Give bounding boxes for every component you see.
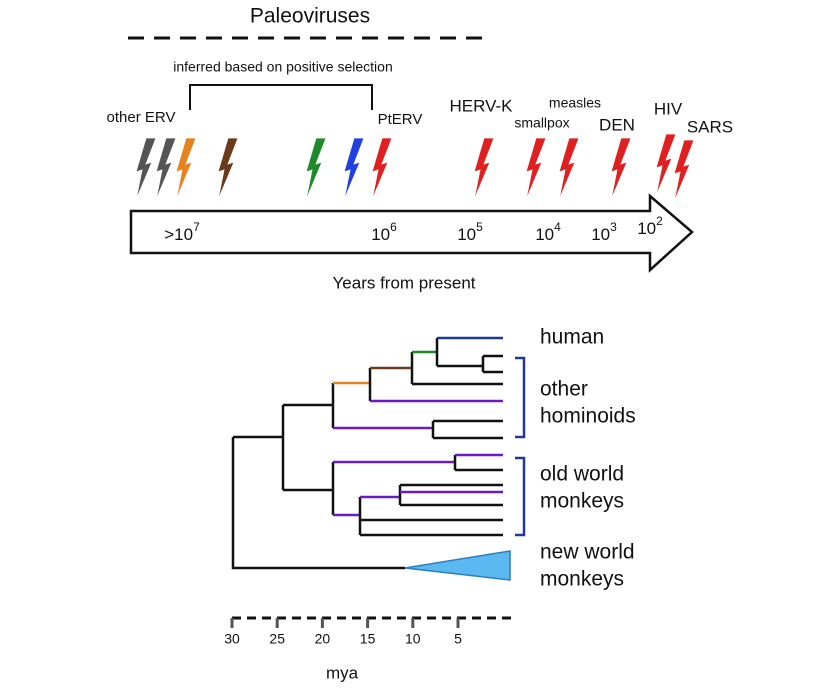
scale-tick-label: 5 [454,631,462,647]
bolt [610,137,632,201]
clade-label: monkeys [540,568,624,591]
bolt [371,137,393,201]
phylogeny [231,336,526,581]
scale-tick-label: 10 [405,631,421,647]
timeline-tick: >107 [164,220,200,244]
scale-tick-label: 30 [224,631,240,647]
virus-label: PtERV [378,111,423,128]
clade-label: other [540,378,588,401]
virus-label: SARS [687,117,733,136]
branch [283,462,335,515]
virus-label: other ERV [107,109,176,126]
timeline-arrow [129,193,694,273]
bolt [473,137,495,201]
bracket [189,84,373,110]
scale-tick-label: 25 [269,631,285,647]
clade-bracket [515,356,526,439]
branch [358,497,503,537]
branch [233,405,285,490]
scale-label: mya [326,663,359,682]
virus-label: measles [549,95,601,111]
clade-bracket [515,456,526,537]
branch [453,455,503,472]
clade-label: monkeys [540,490,624,513]
virus-label: HIV [654,99,683,118]
bolt [525,137,547,201]
scale: 30 25 20 15 10 5 [224,618,462,647]
timeline-tick: 105 [457,220,483,244]
collapsed-clade [404,550,511,581]
timeline-label: Years from present [333,273,476,292]
bolt [155,137,177,201]
bolt [343,137,365,201]
branch [410,352,503,386]
bolt [673,139,695,203]
branch [435,338,503,374]
bracket-label: inferred based on positive selection [173,59,392,75]
clade-label: hominoids [540,405,636,428]
branch [398,483,503,507]
bolt [305,137,327,201]
branch [231,437,405,570]
scale-tick-label: 15 [360,631,376,647]
scale-tick-label: 20 [315,631,331,647]
bolt [175,137,197,201]
timeline-tick: 106 [371,220,397,244]
branch [283,383,335,428]
virus-label: DEN [599,115,635,134]
title: Paleoviruses [250,5,370,28]
bolt [558,137,580,201]
timeline-tick: 103 [591,220,617,244]
clade-label: old world [540,463,624,486]
clade-label: human [540,326,604,349]
clade-label: new world [540,541,635,564]
bolt [135,137,157,201]
virus-label: smallpox [514,115,569,131]
timeline-tick: 104 [535,220,561,244]
virus-label: HERV-K [450,96,514,115]
branch [431,419,503,440]
timeline-tick: 102 [637,214,663,238]
bolt [655,133,677,197]
bolt [217,137,239,201]
